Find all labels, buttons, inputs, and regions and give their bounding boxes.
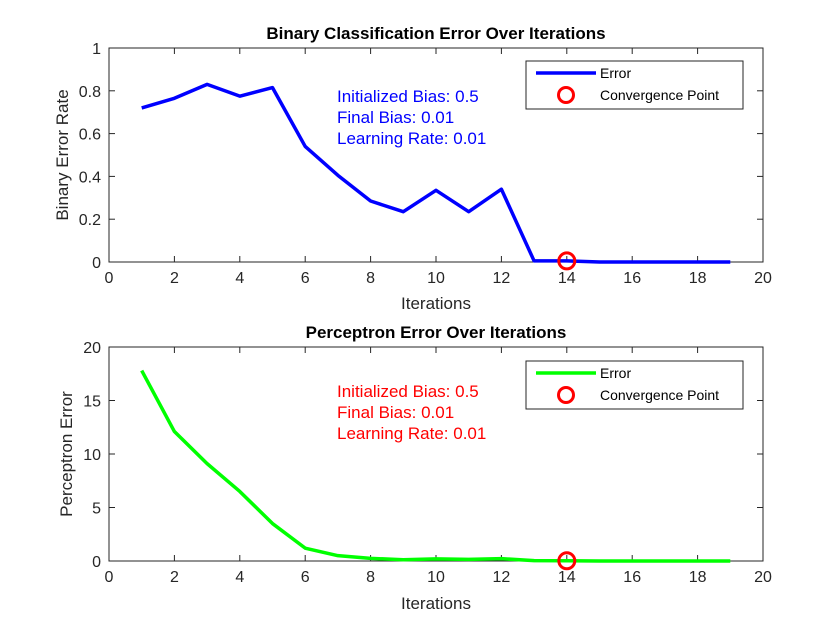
- error-series-line: [140, 369, 731, 563]
- error-series-line: [141, 82, 731, 264]
- x-tick-label: 2: [170, 569, 179, 586]
- legend-label-convergence: Convergence Point: [600, 387, 719, 403]
- tick-group: 0 2 4 6 8 10 12 14 16 18 20 0 0.2 0.4 0.6 0.8 1: [79, 41, 772, 287]
- x-tick-label: 14: [558, 270, 576, 287]
- x-tick-label: 12: [493, 270, 511, 287]
- x-axis-label: Iterations: [401, 294, 471, 313]
- x-tick-label: 16: [623, 569, 641, 586]
- x-axis-label: Iterations: [401, 594, 471, 613]
- x-tick-label: 4: [235, 270, 244, 287]
- y-tick-label: 0.6: [79, 127, 101, 144]
- annotation-group: Initialized Bias: 0.5 Final Bias: 0.01 L…: [337, 87, 486, 148]
- tick-group: 0 2 4 6 8 10 12 14 16 18 20 0 5 10 15 20: [83, 340, 772, 586]
- y-tick-label: 0: [92, 255, 101, 272]
- y-tick-label: 0.8: [79, 84, 101, 101]
- x-tick-label: 14: [558, 569, 576, 586]
- annotation-learning-rate: Learning Rate: 0.01: [337, 129, 486, 148]
- legend-marker-swatch: [557, 86, 575, 104]
- y-tick-label: 0.4: [79, 169, 101, 186]
- chart-title: Binary Classification Error Over Iterati…: [266, 24, 605, 43]
- x-tick-label: 0: [105, 569, 114, 586]
- x-tick-label: 18: [689, 569, 707, 586]
- x-tick-label: 10: [427, 270, 445, 287]
- annotation-final-bias: Final Bias: 0.01: [337, 108, 454, 127]
- y-tick-label: 1: [92, 41, 101, 58]
- x-tick-label: 18: [689, 270, 707, 287]
- annotation-initialized-bias: Initialized Bias: 0.5: [337, 382, 479, 401]
- x-tick-label: 12: [493, 569, 511, 586]
- series-group: [140, 369, 731, 571]
- legend: Error Convergence Point: [525, 360, 744, 410]
- legend-label-convergence: Convergence Point: [600, 87, 719, 103]
- x-tick-label: 20: [754, 270, 772, 287]
- x-tick-label: 16: [623, 270, 641, 287]
- legend: Error Convergence Point: [525, 60, 744, 110]
- x-tick-label: 6: [301, 569, 310, 586]
- legend-label-error: Error: [600, 65, 631, 81]
- x-tick-label: 10: [427, 569, 445, 586]
- annotation-learning-rate: Learning Rate: 0.01: [337, 424, 486, 443]
- perceptron-error-subplot: Perceptron Error Over Iterations Iterati…: [57, 323, 772, 613]
- chart-title: Perceptron Error Over Iterations: [306, 323, 567, 342]
- x-tick-label: 0: [105, 270, 114, 287]
- x-tick-label: 6: [301, 270, 310, 287]
- x-tick-label: 4: [235, 569, 244, 586]
- x-tick-label: 2: [170, 270, 179, 287]
- y-tick-label: 0: [92, 554, 101, 571]
- x-tick-label: 8: [366, 270, 375, 287]
- x-tick-label: 8: [366, 569, 375, 586]
- annotation-initialized-bias: Initialized Bias: 0.5: [337, 87, 479, 106]
- y-axis-label: Binary Error Rate: [53, 89, 72, 220]
- y-tick-label: 15: [83, 394, 101, 411]
- y-axis-label: Perceptron Error: [57, 391, 76, 517]
- annotation-final-bias: Final Bias: 0.01: [337, 403, 454, 422]
- y-tick-label: 5: [92, 501, 101, 518]
- y-tick-label: 0.2: [79, 212, 101, 229]
- convergence-point-marker: [557, 551, 577, 571]
- legend-marker-swatch: [557, 386, 575, 404]
- binary-error-subplot: Binary Classification Error Over Iterati…: [53, 24, 772, 313]
- legend-label-error: Error: [600, 365, 631, 381]
- y-tick-label: 20: [83, 340, 101, 357]
- y-tick-label: 10: [83, 447, 101, 464]
- annotation-group: Initialized Bias: 0.5 Final Bias: 0.01 L…: [337, 382, 486, 443]
- x-tick-label: 20: [754, 569, 772, 586]
- convergence-point-marker: [557, 251, 577, 271]
- series-group: [141, 82, 731, 271]
